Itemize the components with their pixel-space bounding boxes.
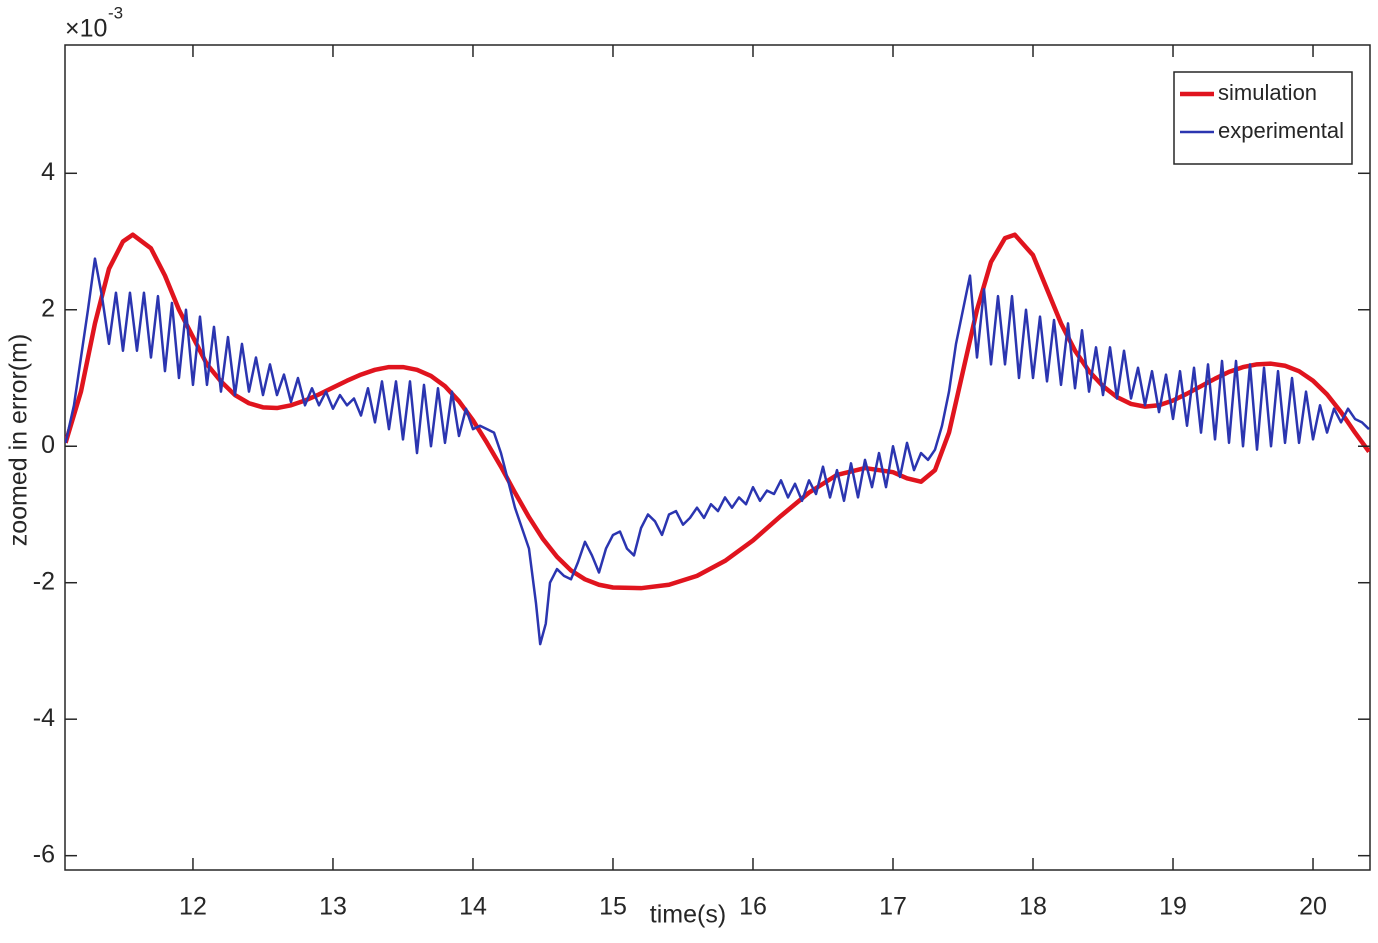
x-tick-label: 15 — [599, 893, 627, 921]
y-tick-label: -6 — [33, 840, 55, 868]
y-axis-label: zoomed in error(m) — [5, 334, 33, 547]
y-scale-base: ×10 — [65, 15, 107, 43]
x-tick-label: 18 — [1019, 893, 1047, 921]
x-tick-label: 13 — [319, 893, 347, 921]
legend: simulation experimental — [1173, 71, 1353, 165]
y-tick-label: 0 — [41, 431, 55, 459]
x-tick-label: 19 — [1159, 893, 1187, 921]
x-tick-label: 16 — [739, 893, 767, 921]
y-tick-label: -2 — [33, 567, 55, 595]
legend-box — [1173, 71, 1353, 165]
legend-label: simulation — [1218, 80, 1317, 105]
plot-frame — [64, 44, 1371, 871]
plot-area — [65, 232, 1370, 646]
y-scale-exponent: -3 — [108, 3, 123, 22]
legend-label: experimental — [1218, 118, 1344, 143]
series-line — [65, 257, 1370, 646]
y-tick-label: 4 — [41, 158, 55, 186]
y-tick-label: -4 — [33, 704, 55, 732]
x-axis-label: time(s) — [650, 901, 726, 929]
x-tick-label: 14 — [459, 893, 487, 921]
y-tick-label: 2 — [41, 294, 55, 322]
x-tick-label: 17 — [879, 893, 907, 921]
x-tick-label: 20 — [1299, 893, 1327, 921]
x-tick-label: 12 — [179, 893, 207, 921]
